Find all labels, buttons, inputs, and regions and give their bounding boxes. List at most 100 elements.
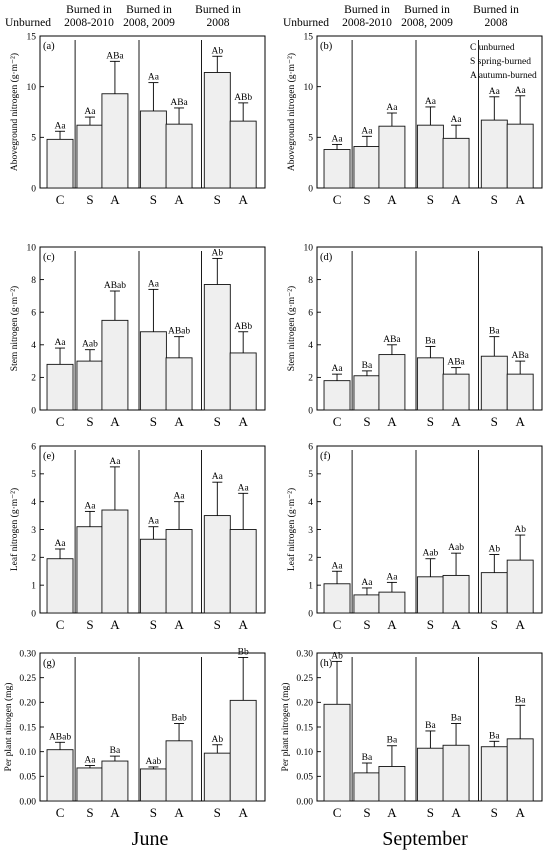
- significance-label: Ba: [387, 736, 398, 746]
- x-category-label: S: [427, 192, 434, 207]
- significance-label: Ba: [489, 731, 500, 741]
- bar-A-4: [442, 137, 470, 189]
- significance-label: ABa: [106, 51, 124, 61]
- bar-S-3: [416, 357, 444, 411]
- x-category-label: A: [387, 805, 397, 820]
- x-category-label: S: [150, 805, 157, 820]
- bar-S-5: [203, 72, 231, 189]
- significance-label: ABab: [104, 281, 126, 291]
- bar-S-1: [353, 146, 381, 189]
- y-tick-label: 0.05: [19, 773, 36, 783]
- significance-label: Ab: [514, 525, 526, 535]
- bar-A-4: [442, 574, 470, 614]
- y-tick-label: 1: [308, 581, 313, 591]
- y-tick-label: 0: [308, 406, 313, 416]
- significance-label: ABa: [447, 358, 465, 368]
- y-tick-label: 0.15: [296, 723, 313, 733]
- significance-label: ABb: [234, 322, 252, 332]
- bar-S-3: [416, 747, 444, 802]
- panel-e: 0 1 2 3 4 5 6 Aa C Aa S Aa A Aa S Aa A Aa S Aa A (e) Leaf nitr…: [9, 442, 266, 632]
- y-axis-label: Stem nitrogen (g·m⁻²): [9, 286, 20, 371]
- y-tick-label: 1: [31, 581, 36, 591]
- y-tick-label: 0.25: [296, 674, 313, 684]
- column-header-2-line-0: Burned in: [404, 4, 450, 16]
- y-tick-label: 10: [27, 83, 37, 93]
- legend: C unburned S spring-burned A autumn-burned: [470, 43, 537, 81]
- significance-label: Aa: [451, 115, 463, 125]
- significance-label: Ba: [362, 753, 373, 763]
- significance-label: Ba: [425, 721, 436, 731]
- bar-A-4: [442, 744, 470, 802]
- significance-label: Aab: [145, 757, 161, 767]
- bar-A-6: [506, 373, 534, 411]
- y-axis-label: Leaf nitrogen (g·m⁻²): [286, 488, 297, 571]
- significance-label: Ba: [425, 336, 436, 346]
- significance-label: Aa: [386, 103, 398, 113]
- x-category-label: S: [214, 414, 221, 429]
- x-category-label: S: [491, 617, 498, 632]
- y-tick-label: 10: [304, 243, 314, 253]
- x-category-label: A: [174, 192, 184, 207]
- y-tick-label: 2: [31, 374, 36, 384]
- significance-label: ABb: [234, 93, 252, 103]
- bar-A-4: [165, 357, 193, 411]
- x-category-label: S: [491, 192, 498, 207]
- panel-h: 0.00 0.05 0.10 0.15 0.20 0.25 0.30 Ab C Ba S Ba A Ba S…: [280, 649, 543, 820]
- column-header-3-line-0: Burned in: [195, 4, 241, 16]
- y-tick-label: 0.05: [296, 773, 313, 783]
- x-category-label: S: [363, 617, 370, 632]
- bar-C-0: [323, 703, 351, 802]
- y-tick-label: 0: [31, 406, 36, 416]
- panel-letter: (f): [320, 451, 331, 462]
- y-tick-label: 3: [308, 526, 313, 536]
- y-tick-label: 0: [308, 609, 313, 619]
- x-category-label: S: [214, 617, 221, 632]
- x-category-label: A: [451, 192, 461, 207]
- column-header-2-line-1: 2008, 2009: [123, 17, 175, 29]
- significance-label: Aa: [489, 87, 501, 97]
- x-category-label: A: [238, 805, 248, 820]
- bar-A-2: [378, 354, 406, 411]
- y-tick-label: 2: [308, 554, 313, 564]
- bar-A-4: [165, 123, 193, 189]
- x-category-label: S: [214, 805, 221, 820]
- panel-letter: (h): [320, 658, 333, 669]
- x-category-label: A: [515, 414, 525, 429]
- x-category-label: C: [333, 617, 342, 632]
- x-category-label: C: [56, 192, 65, 207]
- column-header-1-line-1: 2008-2010: [342, 17, 392, 29]
- significance-label: Aa: [84, 107, 96, 117]
- significance-label: Aa: [84, 501, 96, 511]
- x-category-label: C: [333, 414, 342, 429]
- y-axis-label: Aboveground nitrogen (g·m⁻²): [286, 53, 297, 171]
- significance-label: Aa: [386, 572, 398, 582]
- x-category-label: S: [427, 805, 434, 820]
- y-tick-label: 0.10: [19, 748, 36, 758]
- bar-S-5: [480, 572, 508, 614]
- significance-label: Aa: [515, 86, 527, 96]
- x-category-label: A: [174, 805, 184, 820]
- significance-label: Aa: [54, 539, 66, 549]
- x-category-label: C: [333, 805, 342, 820]
- bar-A-6: [506, 559, 534, 614]
- significance-label: Aa: [361, 578, 373, 588]
- significance-label: ABab: [49, 732, 71, 742]
- bar-A-6: [229, 352, 257, 411]
- y-tick-label: 5: [31, 470, 36, 480]
- x-category-label: S: [363, 805, 370, 820]
- significance-label: Aa: [109, 457, 121, 467]
- x-category-label: A: [110, 192, 120, 207]
- y-tick-label: 10: [304, 83, 314, 93]
- x-category-label: A: [515, 192, 525, 207]
- y-axis-label: Stem nitrogen (g·m⁻²): [286, 286, 297, 371]
- y-tick-label: 6: [308, 442, 313, 452]
- bar-S-3: [139, 331, 167, 411]
- bar-S-5: [480, 746, 508, 802]
- significance-label: Ab: [211, 248, 223, 258]
- panel-letter: (g): [43, 658, 56, 669]
- significance-label: Ab: [211, 46, 223, 56]
- significance-label: Aab: [448, 543, 464, 553]
- significance-label: Aab: [422, 549, 438, 559]
- bar-A-2: [101, 509, 129, 614]
- y-tick-label: 4: [31, 341, 36, 351]
